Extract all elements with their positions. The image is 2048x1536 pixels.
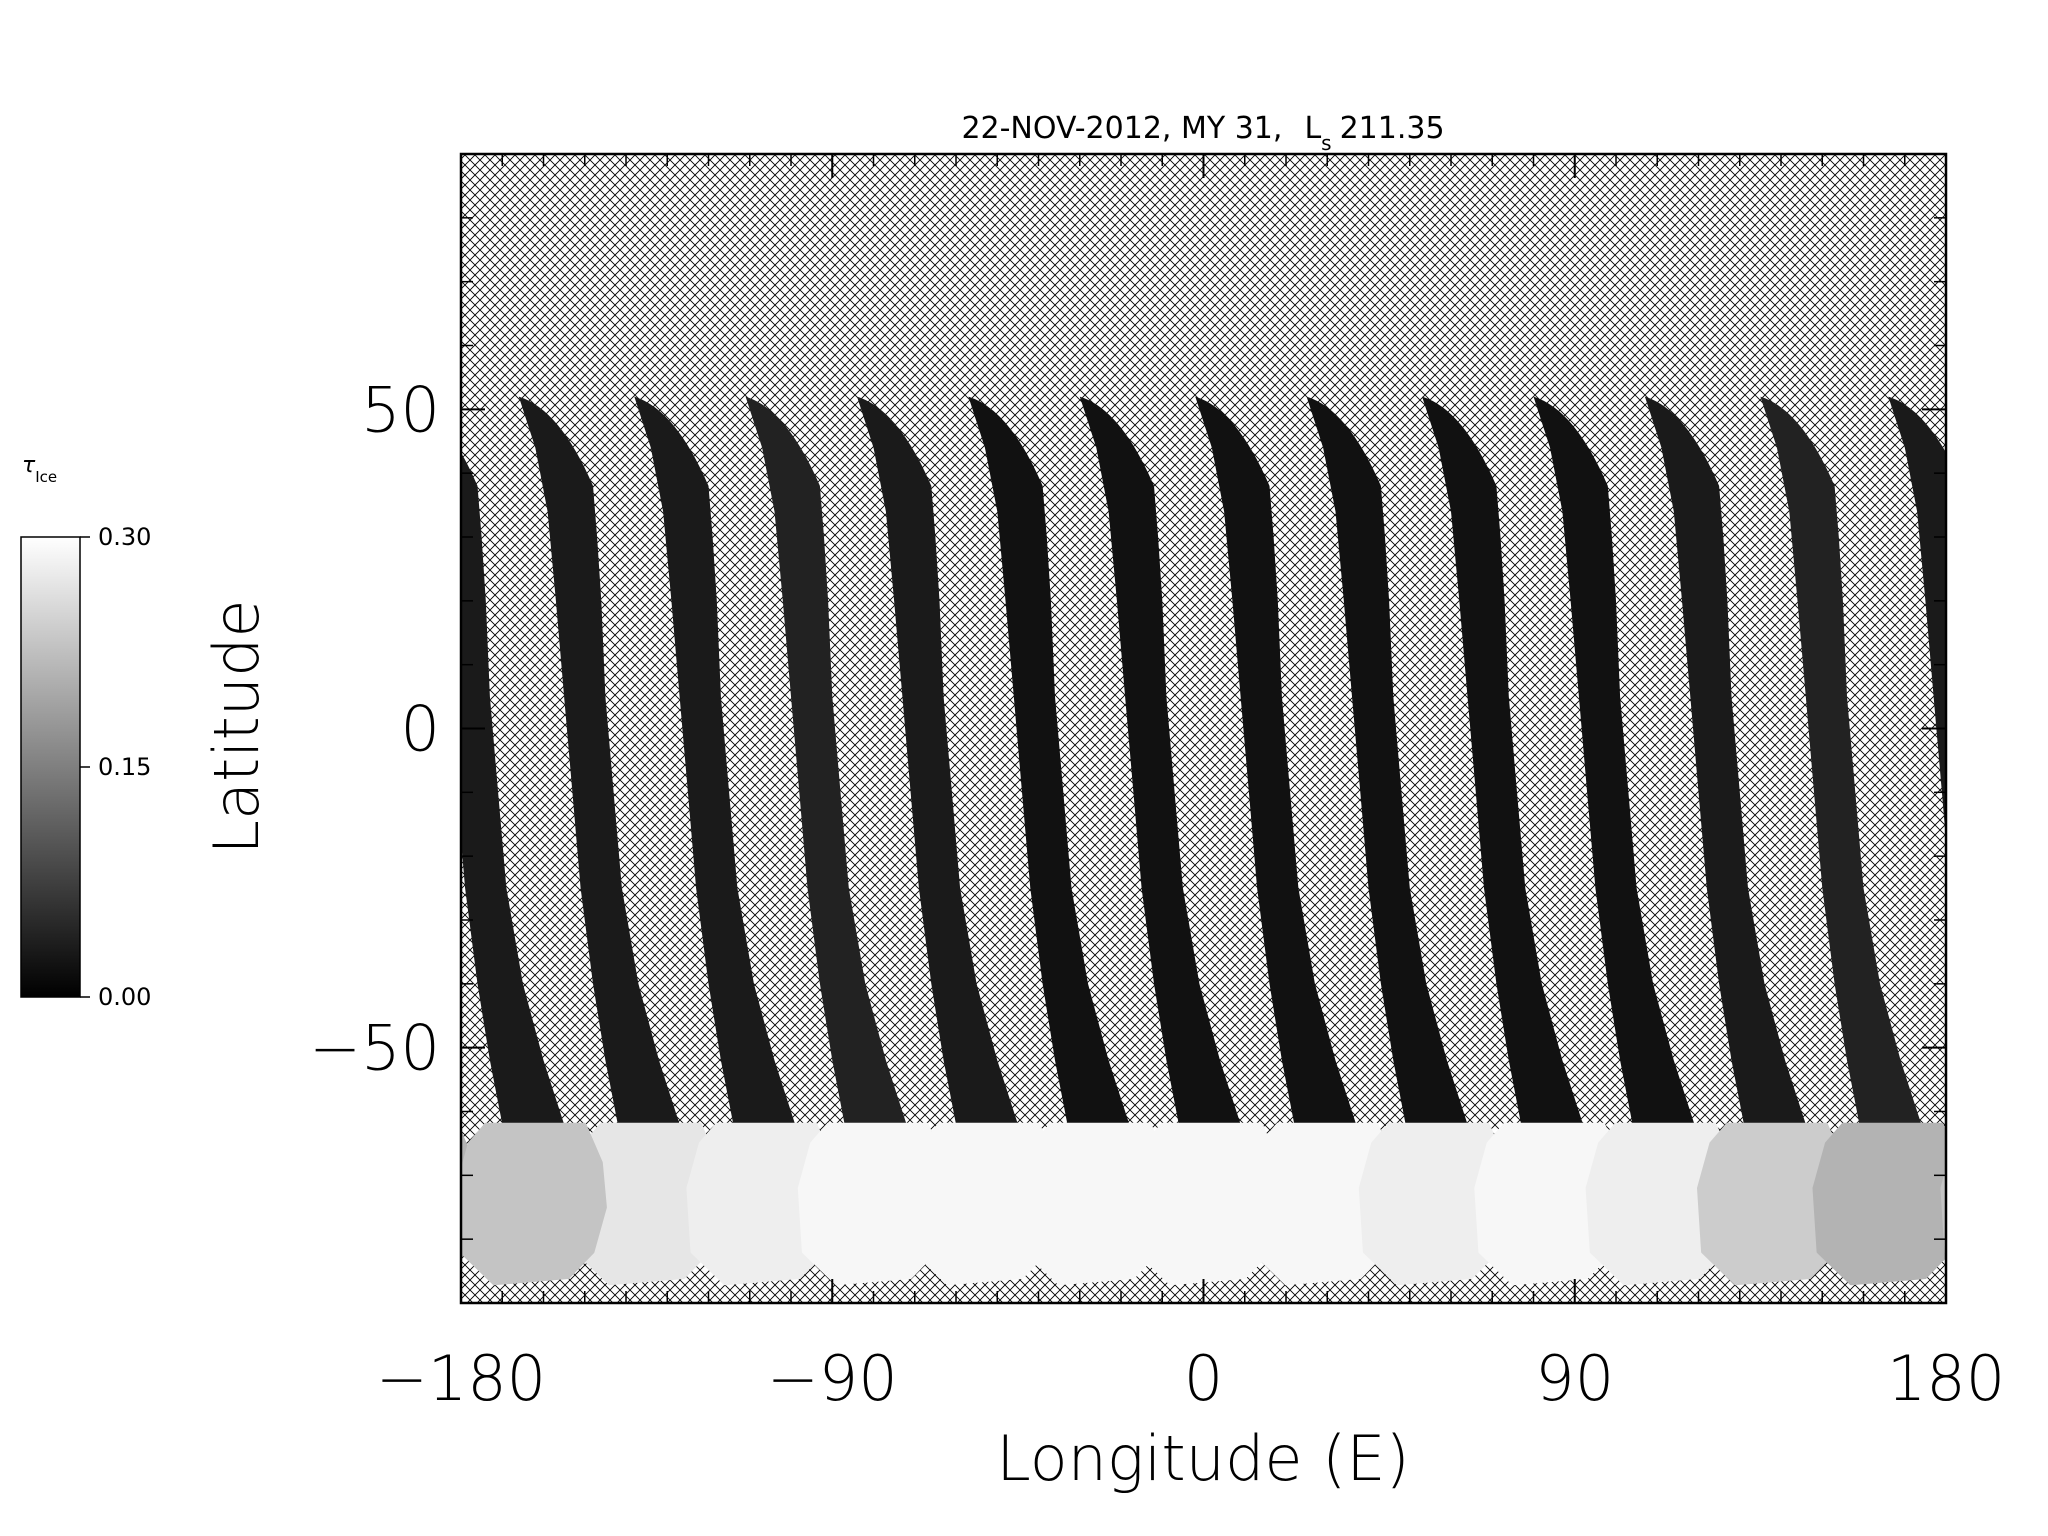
colorbar-tick-label: 0.00 bbox=[98, 983, 151, 1011]
swath bbox=[1195, 396, 1357, 1125]
swath bbox=[461, 452, 565, 1125]
x-tick-label: −180 bbox=[376, 1342, 546, 1415]
chart-title: 22-NOV-2012, MY 31, Ls 211.35 bbox=[961, 111, 1444, 155]
polar-cloud bbox=[214, 1124, 363, 1284]
swaths bbox=[0, 396, 1946, 1286]
colorbar-symbol: τ bbox=[22, 453, 36, 478]
swath bbox=[1079, 396, 1241, 1125]
x-tick-label: −90 bbox=[767, 1342, 898, 1415]
polar-cloud bbox=[1812, 1122, 1946, 1286]
x-tick-label: 90 bbox=[1535, 1342, 1614, 1415]
swath bbox=[745, 396, 907, 1125]
y-tick-label: 0 bbox=[401, 693, 440, 766]
polar-cloud bbox=[0, 1124, 24, 1284]
x-tick-label: 0 bbox=[1184, 1342, 1223, 1415]
swath bbox=[1306, 396, 1468, 1125]
x-tick-label: 180 bbox=[1887, 1342, 2005, 1415]
y-tick-label: −50 bbox=[309, 1012, 440, 1085]
polar-cloud bbox=[0, 1124, 139, 1284]
colorbar-tick-label: 0.15 bbox=[98, 753, 151, 781]
polar-cloud bbox=[1940, 1167, 1946, 1254]
colorbar-label: τIce bbox=[22, 453, 57, 486]
swath bbox=[968, 396, 1130, 1125]
title-value: 211.35 bbox=[1340, 111, 1445, 146]
title-text: 22-NOV-2012, MY 31, bbox=[961, 111, 1282, 146]
polar-cloud bbox=[461, 1130, 479, 1259]
polar-cloud bbox=[102, 1124, 251, 1284]
x-axis-title: Longitude (E) bbox=[996, 1422, 1409, 1495]
y-tick-label: 50 bbox=[361, 373, 440, 446]
swath bbox=[857, 396, 1018, 1125]
colorbar-subscript: Ice bbox=[35, 468, 57, 486]
title-symbol: L bbox=[1304, 111, 1321, 146]
swath bbox=[1533, 396, 1695, 1125]
swath bbox=[1644, 396, 1806, 1125]
swath bbox=[518, 396, 680, 1125]
swath bbox=[1888, 396, 1946, 841]
swath bbox=[1422, 396, 1583, 1125]
polar-cloud bbox=[461, 1122, 607, 1286]
swath bbox=[1760, 396, 1922, 1125]
colorbar-tick-label: 0.30 bbox=[98, 523, 151, 551]
swath bbox=[634, 396, 796, 1125]
y-axis-title: Latitude bbox=[200, 599, 273, 854]
colorbar bbox=[20, 536, 81, 998]
title-subscript: s bbox=[1321, 131, 1331, 155]
